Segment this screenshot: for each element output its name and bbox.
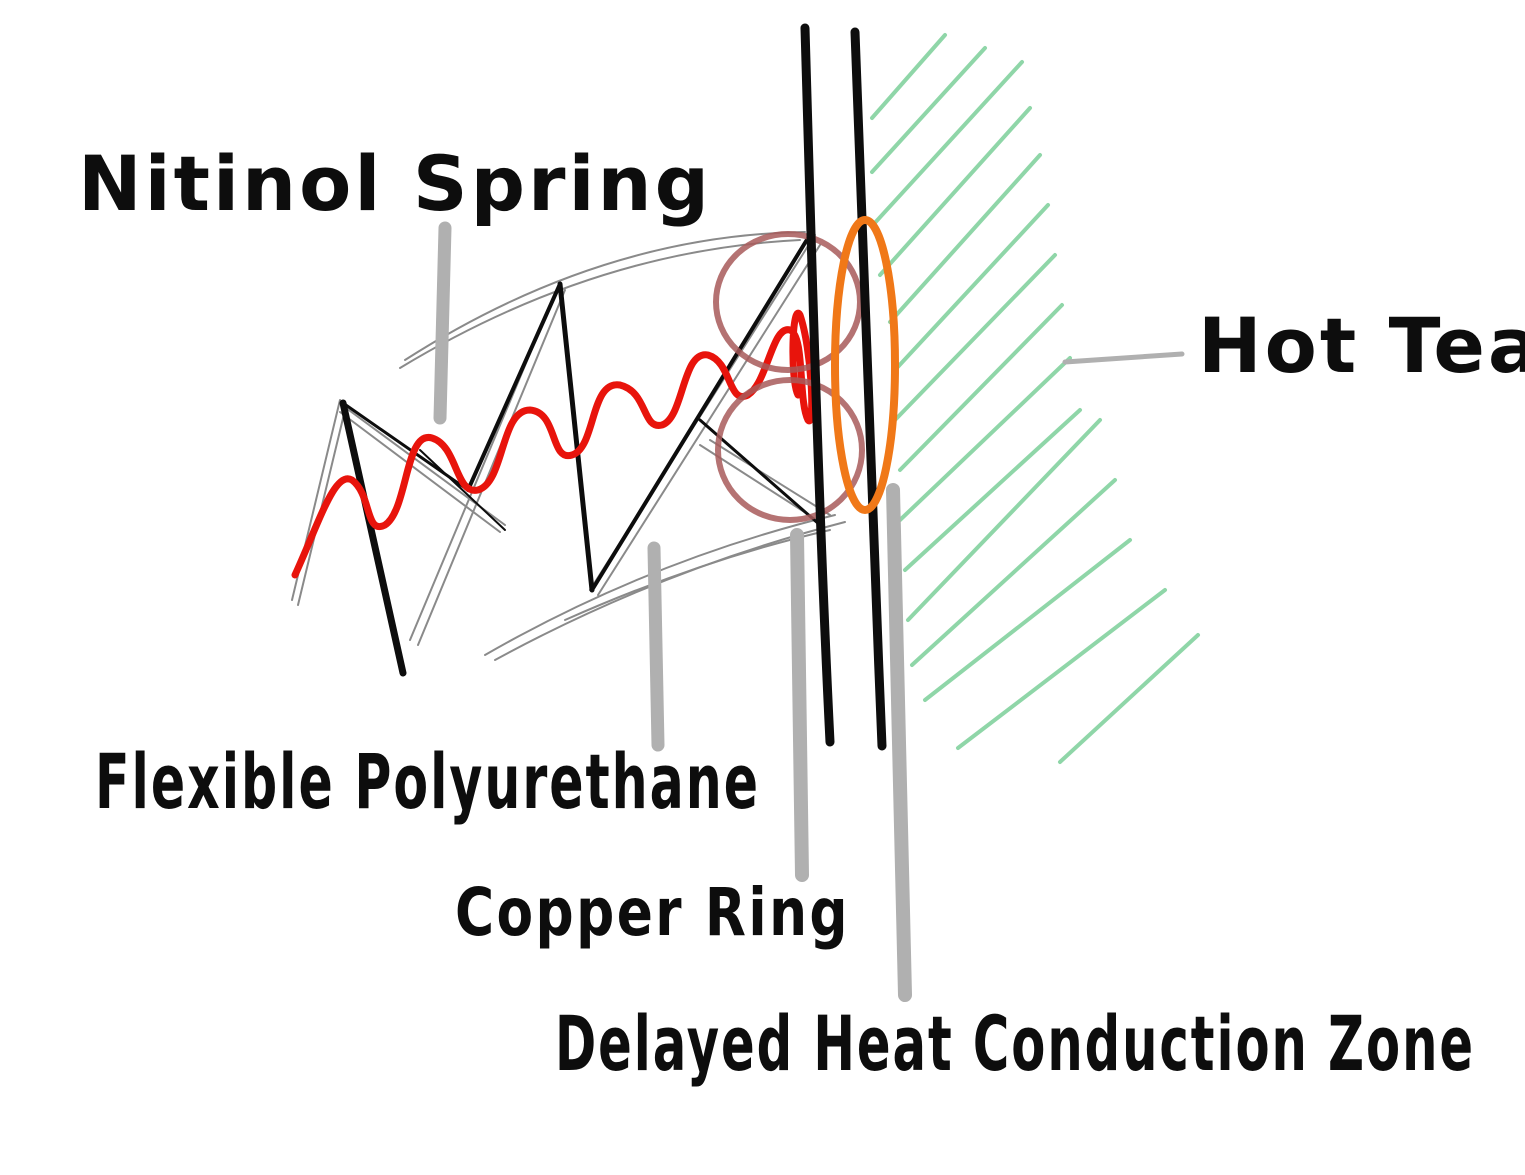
flexible-polyurethane-leader xyxy=(647,541,665,752)
nitinol-spring-zigzag xyxy=(339,236,822,677)
nitinol-spring-leader xyxy=(433,221,452,425)
leader-lines xyxy=(433,221,1185,1002)
copper-ring-leader xyxy=(790,528,809,882)
polyurethane-outline xyxy=(291,231,846,661)
container-wall xyxy=(800,23,887,751)
copper-ring-shape xyxy=(713,231,865,523)
flexible-polyurethane-label: Flexible Polyurethane xyxy=(95,737,760,826)
nitinol-spring-wave xyxy=(291,309,816,579)
delayed-heat-conduction-zone-label: Delayed Heat Conduction Zone xyxy=(555,999,1475,1088)
hot-tea-label: Hot Tea xyxy=(1198,301,1525,390)
nitinol-spring-label: Nitinol Spring xyxy=(78,139,712,228)
hot-tea-leader xyxy=(1062,351,1185,365)
copper-ring-label: Copper Ring xyxy=(455,874,850,951)
heat-zone-leader xyxy=(886,483,912,1002)
hot-tea-hatching xyxy=(870,33,1200,764)
heat-conduction-zone-ring xyxy=(831,216,899,514)
